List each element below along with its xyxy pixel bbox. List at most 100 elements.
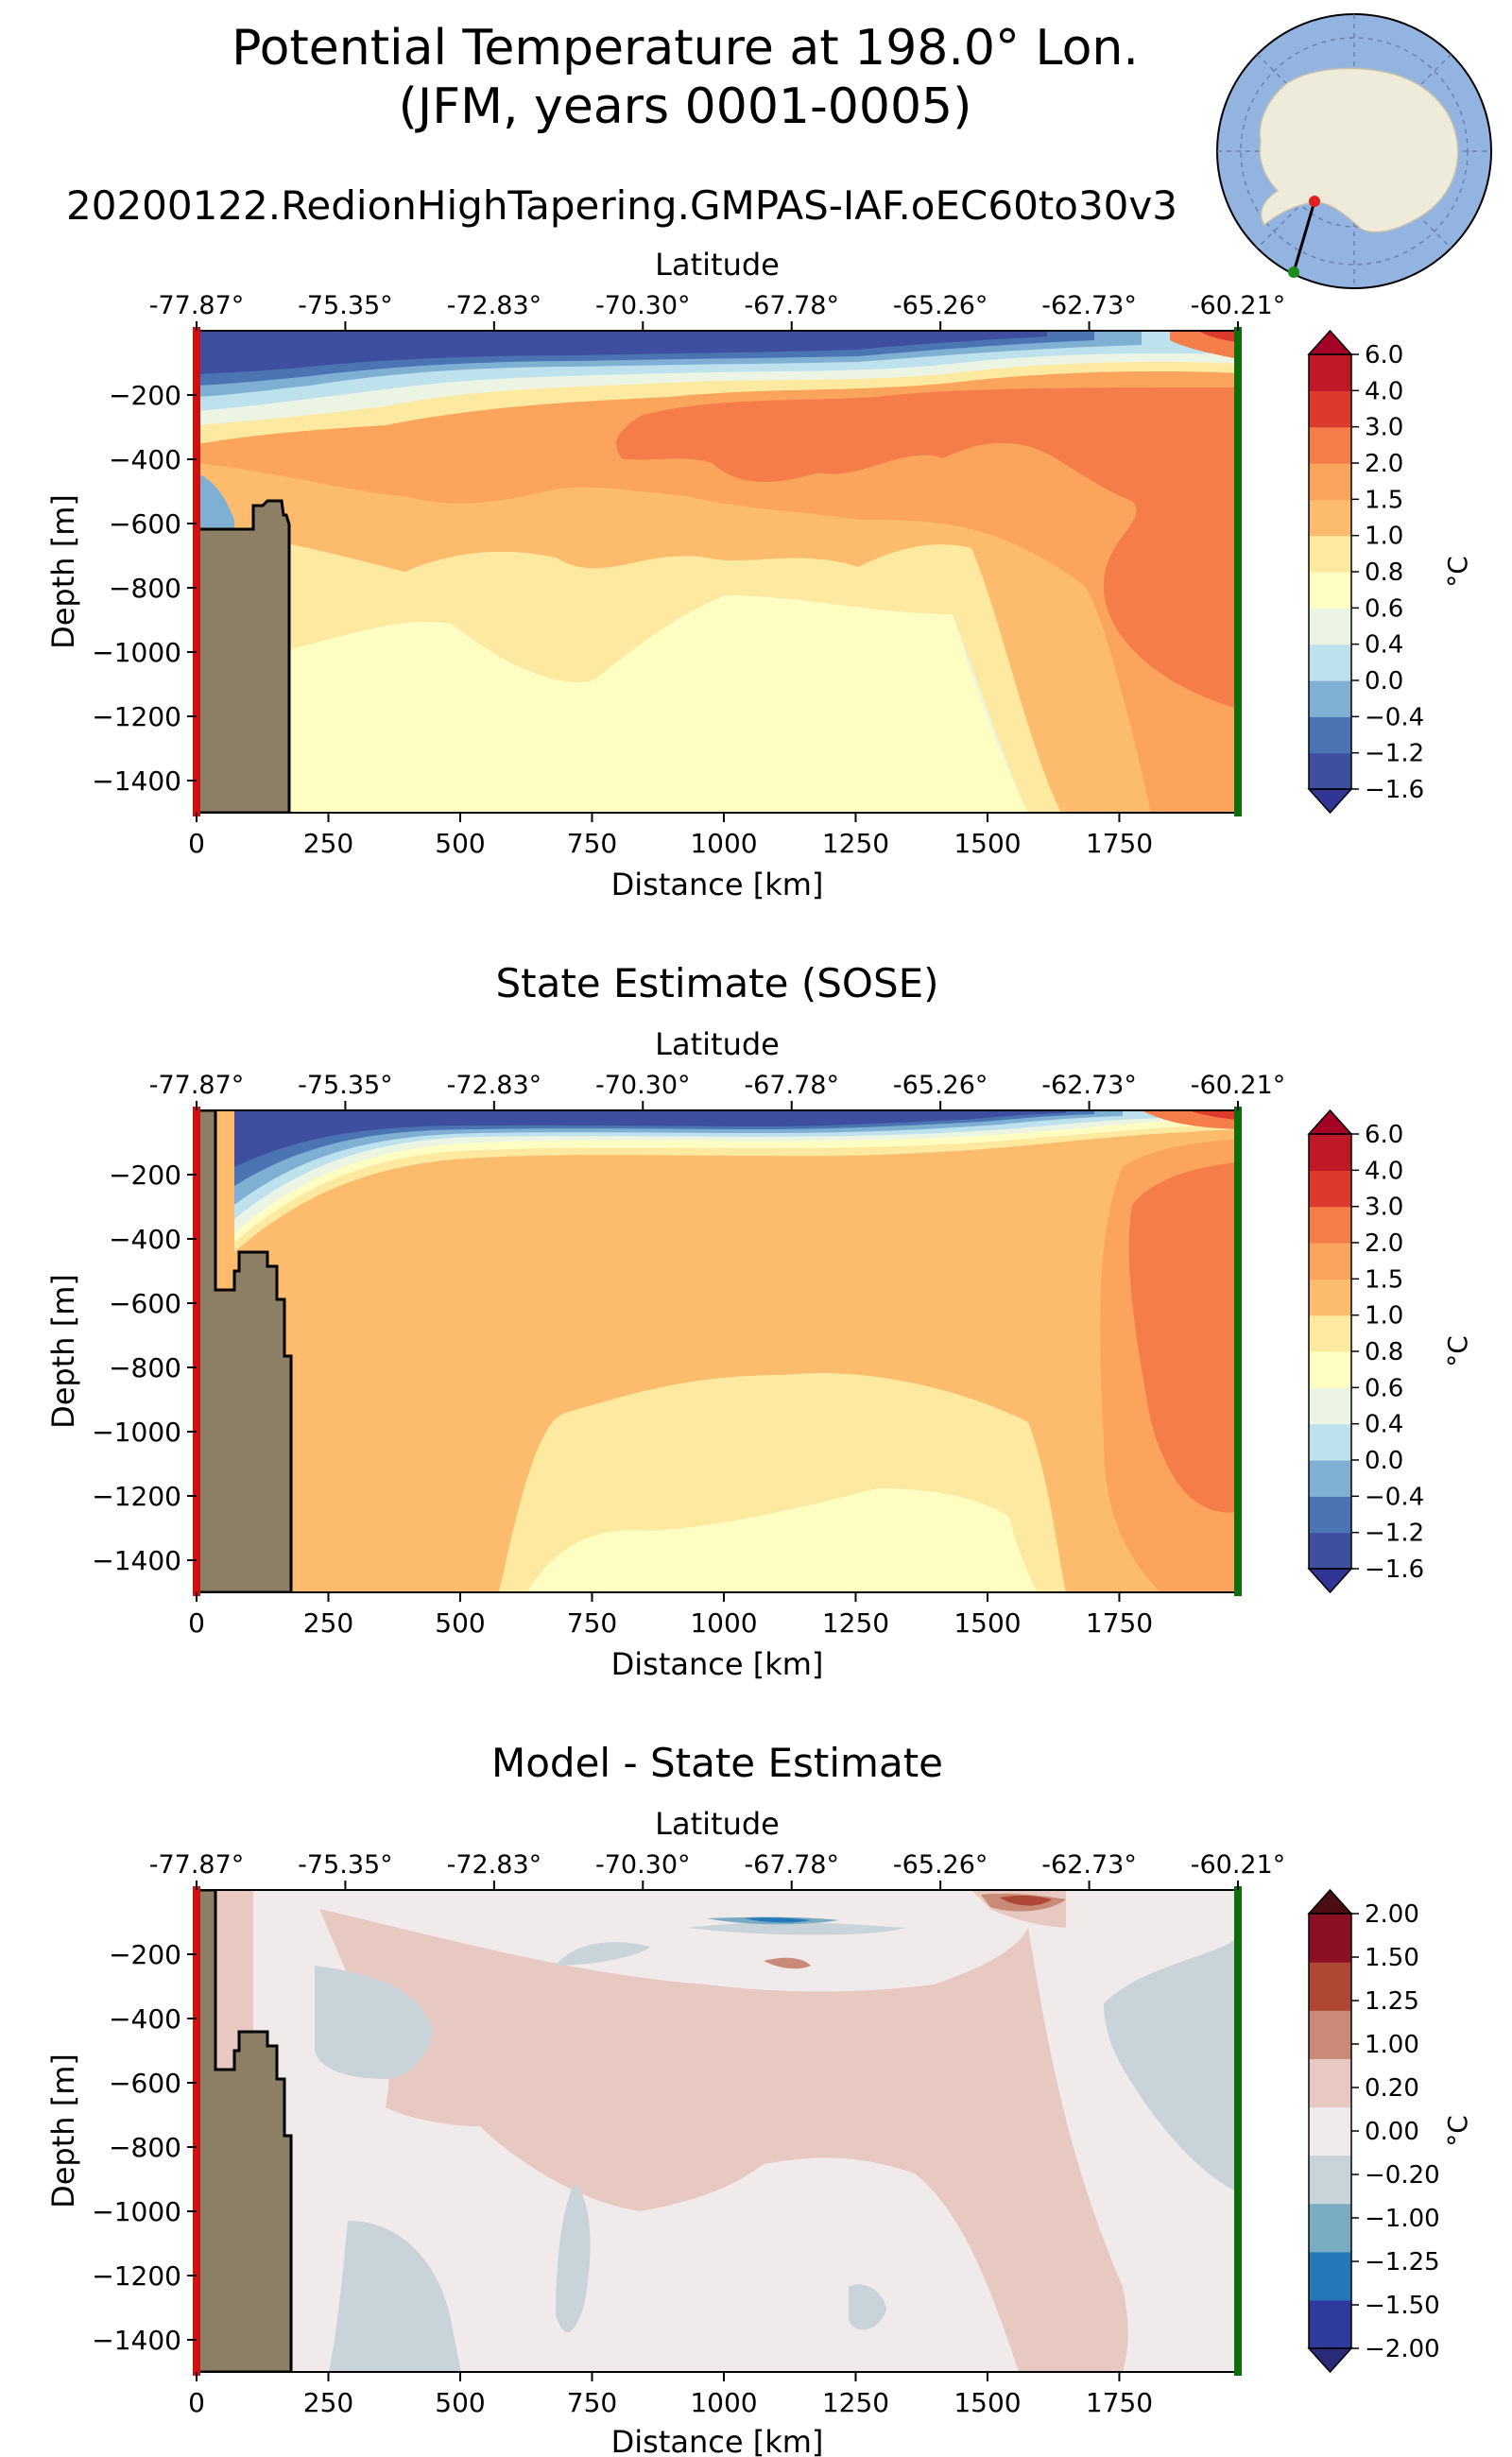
x-tick-label: 500 [435,1607,485,1639]
y-tick-label: −1200 [92,701,181,732]
colorbar: 6.0 4.0 3.0 2.0 1.5 1.0 0.8 0.6 0.4 0.0 −0.4 −1.2 −1… [1307,1108,1424,1594]
colorbar-segment [1309,1170,1351,1208]
colorbar-tick-label: −0.4 [1365,1483,1424,1511]
y-tick-label: −1400 [92,2325,181,2356]
contour-band [1128,1162,1238,1513]
latitude-tick-label: -72.83° [447,1071,542,1100]
x-axis-label: Distance [km] [611,1646,824,1682]
colorbar-tick-label: 1.5 [1365,486,1403,514]
colorbar-segment [1309,1314,1351,1352]
x-tick-label: 1500 [954,1607,1021,1639]
colorbar-tick-label: 4.0 [1365,377,1403,405]
y-tick-label: −600 [109,1288,181,1319]
colorbar-tick-label: 1.25 [1365,1987,1419,2016]
contour-band [1104,1937,1238,2192]
x-tick-label: 1750 [1086,828,1153,859]
x-tick-label: 750 [567,828,617,859]
y-axis-label: Depth [m] [45,1274,81,1429]
contour-band [197,595,1028,813]
colorbar-segment [1309,644,1351,681]
colorbar-tick-label: 0.0 [1365,1447,1403,1475]
colorbar-tick-label: 4.0 [1365,1157,1403,1185]
contour-band [745,1917,811,1923]
colorbar-tick-label: 0.8 [1365,1338,1403,1366]
colorbar-tick-label: 1.0 [1365,523,1403,551]
colorbar-tick-label: −1.6 [1365,776,1424,804]
axes: 0 250 500 750 1000 1250 1500 1750 −200 −400 −600 −8… [92,291,1285,859]
section-start-bar [193,1886,200,2376]
x-tick-label: 1750 [1086,2387,1153,2418]
colorbar-tick-label: −1.2 [1365,1520,1424,1548]
x-tick-label: 250 [303,2387,353,2418]
latitude-tick-label: -60.21° [1191,1850,1286,1880]
latitude-tick-label: -75.35° [298,1071,393,1100]
colorbar-segment [1309,1962,1351,2011]
latitude-tick-label: -75.35° [298,1850,393,1880]
colorbar-tick-label: 0.20 [1365,2074,1419,2103]
colorbar-tick-label: 0.8 [1365,558,1403,587]
colorbar-tick-label: 0.00 [1365,2118,1419,2146]
colorbar-tick-label: 0.6 [1365,594,1403,623]
land-mask [197,1110,293,1592]
colorbar-segment [1309,1206,1351,1244]
y-tick-label: −400 [109,444,181,475]
x-tick-label: 1000 [690,2387,757,2418]
colorbar-tick-label: −0.20 [1365,2161,1440,2190]
colorbar-tick-label: 6.0 [1365,1121,1403,1149]
colorbar-segment [1309,1279,1351,1316]
latitude-tick-label: -70.30° [595,1071,691,1100]
colorbar-tick-label: −1.50 [1365,2292,1440,2320]
colorbar-extend-bottom [1307,788,1353,815]
axes: 0 250 500 750 1000 1250 1500 1750 −200 −400 −600 −8… [92,1850,1285,2418]
colorbar-tick-label: 3.0 [1365,1194,1403,1222]
figure-title-line1: Potential Temperature at 198.0° Lon. [232,20,1139,77]
contour-band [197,331,1238,813]
land-mask [197,499,291,813]
figure-title-line2: (JFM, years 0001-0005) [399,78,972,135]
colorbar-segment [1309,2299,1351,2349]
contour-band [234,1110,1094,1186]
colorbar-tick-label: −1.00 [1365,2205,1440,2233]
latitude-tick-label: -70.30° [595,291,691,320]
y-tick-label: −1200 [92,1481,181,1512]
colorbar-segment [1309,1243,1351,1280]
section-end-bar [1234,1107,1242,1596]
colorbar-segment [1309,1423,1351,1461]
colorbar-tick-label: 1.00 [1365,2031,1419,2059]
colorbar-tick-label: −1.2 [1365,740,1424,768]
y-tick-label: −200 [109,380,181,411]
latitude-tick-label: -62.73° [1041,1850,1137,1880]
x-tick-label: 750 [567,1607,617,1639]
latitude-tick-label: -77.87° [149,1850,245,1880]
colorbar-segment [1309,1387,1351,1425]
y-axis-label: Depth [m] [45,2053,81,2208]
colorbar-tick-label: 3.0 [1365,414,1403,442]
contour-band [527,1488,1038,1592]
axes: 0 250 500 750 1000 1250 1500 1750 −200 −400 −600 −8… [92,1071,1285,1639]
x-tick-label: 250 [303,828,353,859]
antarctica-land [1259,67,1459,233]
colorbar-tick-label: 6.0 [1365,341,1403,369]
panel-state-estimate: State Estimate (SOSE) 0 250 500 750 1000 1250… [45,960,1473,1682]
colorbar-segment [1309,463,1351,500]
y-axis-label: Depth [m] [45,494,81,649]
y-tick-label: −800 [109,2132,181,2163]
colorbar-segment [1309,2058,1351,2108]
top-axis-label: Latitude [655,1026,780,1062]
colorbar-segment [1309,1532,1351,1570]
colorbar-tick-label: 1.5 [1365,1265,1403,1294]
x-tick-label: 0 [188,2387,205,2418]
colorbar-tick-label: −1.6 [1365,1555,1424,1584]
contour-band [616,387,1238,709]
latitude-tick-label: -67.78° [744,1071,839,1100]
colorbar-label: °C [1442,2115,1473,2147]
latitude-tick-label: -65.26° [893,1850,988,1880]
y-tick-label: −1400 [92,765,181,797]
latitude-tick-label: -65.26° [893,1071,988,1100]
latitude-tick-label: -77.87° [149,291,245,320]
contour-band [556,1942,650,1966]
latitude-tick-label: -67.78° [744,1850,839,1880]
colorbar-tick-label: 2.00 [1365,1900,1419,1929]
colorbar-segment [1309,535,1351,573]
